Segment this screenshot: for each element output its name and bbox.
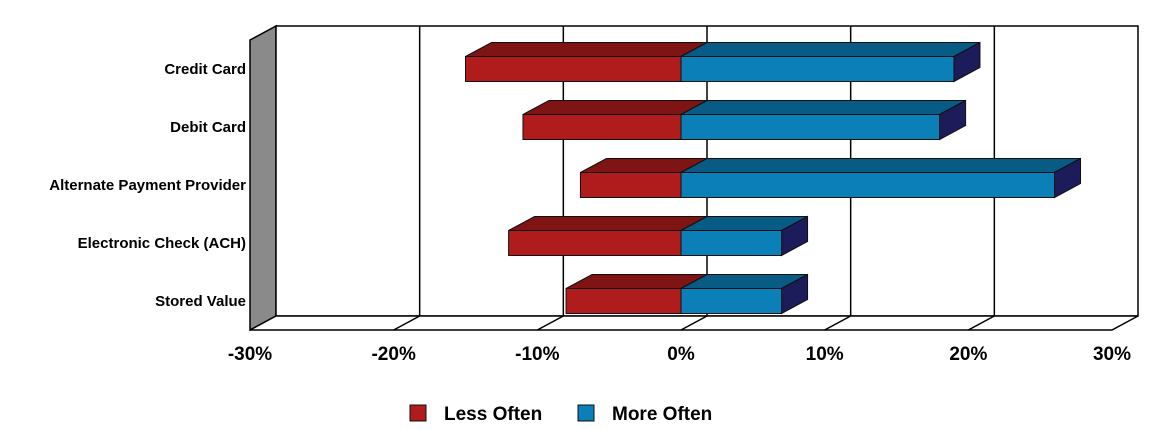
x-tick-label: 20% (949, 344, 987, 365)
bar-more-often (680, 273, 809, 315)
x-tick-labels: -30% -20% -10% 0% 10% 20% 30% (228, 344, 1131, 365)
legend-item-more-often: More Often (577, 404, 712, 425)
x-tick-label: -10% (515, 344, 559, 365)
bars (465, 41, 1082, 315)
x-tick-label: -20% (371, 344, 415, 365)
bar-more-often (680, 99, 967, 141)
category-label: Credit Card (164, 61, 246, 78)
category-label: Alternate Payment Provider (49, 177, 246, 194)
legend-item-less-often: Less Often (409, 404, 542, 425)
bar-less-often (579, 158, 708, 198)
x-tick-label: 0% (667, 344, 695, 365)
bar-more-often (680, 41, 981, 83)
floor-gridline (393, 315, 421, 331)
floor-gridline (536, 315, 564, 331)
category-label: Electronic Check (ACH) (78, 235, 246, 252)
legend-swatch (409, 404, 427, 422)
legend-label: Less Often (444, 404, 542, 425)
x-tick-label: -30% (228, 344, 272, 365)
legend-label: More Often (612, 404, 712, 425)
bar-more-often (680, 157, 1082, 199)
floor-gridline (967, 315, 995, 331)
floor-gridline (680, 315, 708, 331)
floor-gridline (824, 315, 852, 331)
category-label: Stored Value (155, 293, 246, 310)
x-tick-label: 30% (1093, 344, 1131, 365)
side-wall (249, 24, 277, 332)
x-tick-label: 10% (806, 344, 844, 365)
bar-less-often (522, 100, 708, 140)
category-label: Debit Card (170, 119, 246, 136)
bar-less-often (465, 42, 708, 82)
bar-less-often (508, 216, 708, 256)
legend: Less Often More Often (409, 404, 712, 425)
legend-swatch (577, 404, 595, 422)
bar-more-often (680, 215, 809, 257)
category-labels: Credit Card Debit Card Alternate Payment P… (49, 61, 246, 310)
